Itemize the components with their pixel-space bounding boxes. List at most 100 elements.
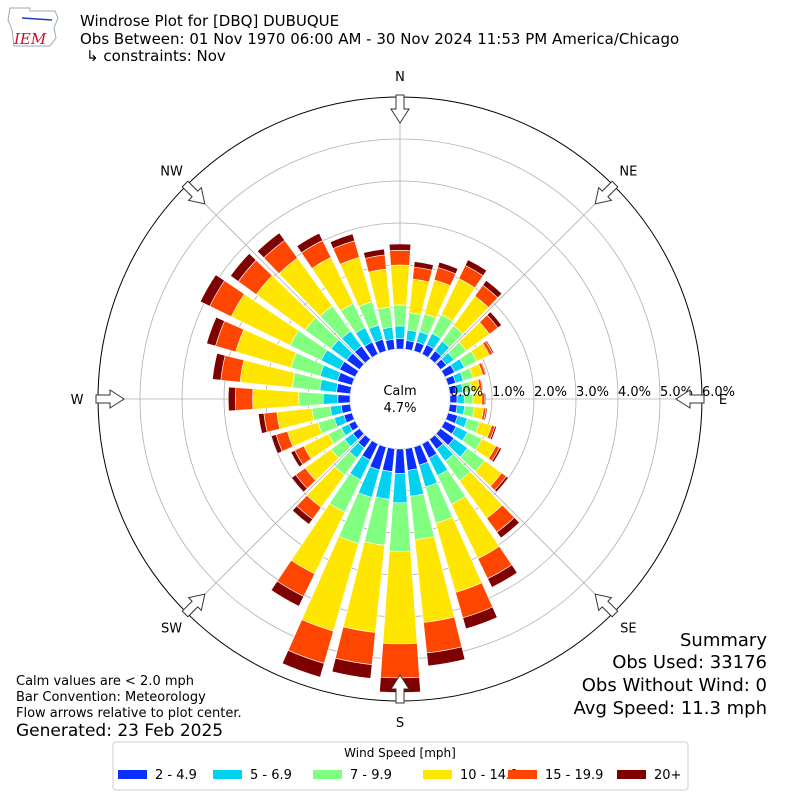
compass-label: SE [620,621,636,636]
wind-bar [329,233,355,249]
flow-arrow [594,180,619,205]
wind-bar [382,326,395,342]
compass-label: W [71,393,84,408]
wind-bar [329,404,343,417]
wind-bar [377,306,393,330]
constraints: ↳ constraints: Nov [86,47,226,65]
summary-line: Avg Speed: 11.3 mph [574,698,767,719]
summary-line: Obs Used: 33176 [612,652,767,673]
wind-bar [206,316,226,347]
radial-line [186,185,365,364]
summary-title: Summary [680,630,767,651]
wind-bar [212,353,226,381]
summary-line: Obs Without Wind: 0 [582,675,767,696]
wind-bar [426,646,466,667]
wind-bar [392,472,408,504]
wind-bar [340,403,352,414]
wind-bar [270,434,283,454]
wind-bar [290,449,304,468]
wind-bar [322,393,339,405]
wind-bar [485,340,495,355]
wind-bar [413,261,434,271]
legend-label: 15 - 19.9 [545,768,603,783]
wind-bar [291,505,314,525]
r-tick-label: 2.0% [534,385,567,400]
wind-bar [382,550,418,645]
wind-bar [270,580,305,607]
wind-bar [496,517,520,539]
wind-bar [393,304,407,327]
wind-bar [405,329,418,343]
r-tick-label: 6.0% [702,385,735,400]
wind-bar [363,248,386,259]
wind-bar [480,362,487,375]
flow-arrow [181,180,206,205]
wind-bar [199,274,225,307]
logo-line [21,17,53,21]
wind-bar [423,616,463,654]
flow-arrow [594,593,619,618]
compass-label: SW [161,621,182,636]
wind-bar [487,564,518,588]
wind-bar [380,642,420,679]
wind-bar [385,338,396,351]
compass-label: NE [619,165,637,180]
wind-bar [389,249,411,266]
legend-swatch [118,770,147,779]
calm-disk [351,350,449,448]
wind-bar [230,252,257,282]
wind-bar [337,394,351,404]
wind-bar [494,475,509,493]
radial-line [435,434,614,613]
wind-bar [406,312,422,333]
compass-label: NW [160,165,183,180]
note: Calm values are < 2.0 mph [16,674,194,689]
compass-label: N [395,70,405,85]
wind-bar [483,392,486,406]
logo: IEM [7,7,59,48]
legend-label: 20+ [654,768,681,783]
wind-bar [437,261,459,275]
logo-text: IEM [13,30,47,48]
wind-bar [483,407,488,421]
flow-arrow [675,389,705,409]
note: Flow arrows relative to plot center. [16,706,242,721]
flow-arrow [390,94,410,124]
wind-bar [479,378,484,391]
wind-bar [389,502,411,552]
flow-arrow [95,389,125,409]
wind-bar [390,264,410,306]
r-tick-label: 1.0% [492,385,525,400]
wind-bar [489,425,497,441]
wind-bar [491,447,502,463]
r-tick-label: 0.0% [450,385,483,400]
wind-bar [291,474,308,493]
wind-bar [404,340,415,351]
wind-bar [486,311,503,329]
chart-subtitle: Obs Between: 01 Nov 1970 06:00 AM - 30 N… [80,30,679,48]
wind-bar [319,379,339,393]
bars [199,232,520,693]
legend-swatch [508,770,537,779]
wind-bar [394,448,406,474]
wind-bar [227,386,237,412]
calm-label: Calm [383,384,416,399]
wind-bar [462,606,498,630]
generated: Generated: 23 Feb 2025 [16,721,223,741]
legend-swatch [423,770,452,779]
wind-bar [395,338,405,350]
wind-bar [335,626,376,666]
wind-bar [252,388,300,410]
r-tick-label: 3.0% [576,385,609,400]
wind-bar [296,232,324,254]
calm-value: 4.7% [383,401,416,416]
compass-label: E [719,393,727,408]
wind-bar [331,657,373,679]
wind-bar [258,412,268,434]
legend-label: 5 - 6.9 [250,768,292,783]
flow-arrow [181,593,206,618]
legend-title: Wind Speed [mph] [344,746,456,760]
wind-bar [311,406,333,421]
